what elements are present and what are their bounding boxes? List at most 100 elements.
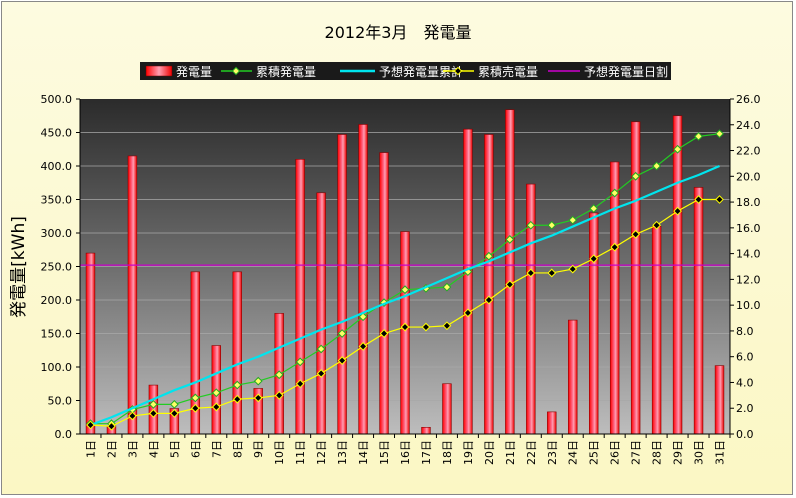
y2-tick-label: 2.0: [736, 402, 754, 415]
sold-cumulative-point: [589, 254, 599, 264]
sold-cumulative-point: [337, 356, 347, 365]
x-tick-label: 12日: [315, 440, 328, 465]
y-tick-label: 0.0: [55, 428, 73, 441]
sold-cumulative-point: [86, 420, 95, 430]
cumulative-point: [631, 171, 641, 181]
axes: 0.0 50.0 100.0 150.0 200.0 250.0 300.0 350.0 400…: [41, 93, 761, 465]
bar: [651, 226, 662, 435]
cumulative-point: [149, 399, 158, 409]
x-tick-label: 17日: [420, 440, 433, 465]
bar: [693, 187, 704, 435]
cumulative-point: [169, 399, 179, 409]
cumulative-point: [295, 357, 305, 367]
y2-tick-label: 8.0: [736, 325, 754, 338]
y2-tick-label: 10.0: [736, 299, 761, 312]
x-tick-label: 4日: [147, 440, 160, 458]
y-tick-label: 350.0: [41, 194, 73, 207]
sold-cumulative-point: [715, 195, 724, 204]
sold-cumulative-point: [128, 411, 137, 421]
legend-background: [140, 62, 671, 80]
cumulative-point: [568, 215, 578, 225]
bar: [505, 109, 515, 435]
legend-label-expected-cumulative: 予想発電量累計: [379, 64, 463, 79]
x-tick-label: 31日: [714, 440, 727, 465]
x-tick-label: 27日: [630, 440, 643, 465]
sold-cumulative-point: [484, 295, 494, 305]
cumulative-point: [589, 204, 599, 213]
bar: [127, 155, 138, 435]
sold-cumulative-point: [211, 402, 221, 412]
cumulative-point: [547, 220, 557, 230]
bar: [400, 231, 410, 435]
sold-cumulative-point: [169, 409, 179, 418]
x-tick-label: 5日: [168, 440, 181, 458]
y2-tick-label: 20.0: [736, 170, 761, 183]
sold-cumulative-point: [631, 229, 641, 239]
bar: [568, 319, 578, 435]
cumulative-point: [253, 376, 263, 386]
sold-cumulative-point: [149, 409, 158, 418]
bar: [589, 212, 599, 435]
sold-cumulative-point: [463, 308, 473, 318]
y-tick-label: 150.0: [41, 328, 73, 341]
chart-title: 2012年3月 発電量: [325, 23, 472, 42]
cumulative-point: [442, 282, 452, 292]
cumulative-point: [211, 388, 221, 398]
x-tick-label: 1日: [84, 440, 97, 458]
sold-cumulative-point: [316, 369, 326, 378]
sold-cumulative-point: [400, 322, 410, 332]
x-tick-label: 3日: [126, 440, 139, 458]
bar: [379, 152, 389, 435]
cumulative-point: [505, 235, 515, 244]
y2-tick-label: 6.0: [736, 351, 754, 364]
cumulative-point: [337, 329, 347, 338]
x-tick-label: 30日: [693, 440, 706, 465]
cumulative-point: [190, 393, 200, 403]
x-tick-label: 21日: [504, 440, 517, 465]
bar: [442, 383, 452, 435]
x-tick-label: 9日: [252, 440, 265, 458]
bar: [358, 124, 368, 435]
x-tick-label: 16日: [399, 440, 412, 465]
bar: [295, 159, 305, 435]
legend-swatch-daily: [145, 65, 173, 77]
y-axis-label: 発電量[kWh]: [9, 216, 29, 318]
x-tick-label: 13日: [336, 440, 349, 465]
sold-cumulative-point: [379, 329, 389, 338]
sold-cumulative-point: [526, 268, 536, 278]
y2-tick-label: 24.0: [736, 119, 761, 132]
sold-cumulative-point: [694, 195, 703, 204]
x-tick-label: 26日: [609, 440, 622, 465]
sold-cumulative-point: [568, 264, 578, 274]
lines: [80, 129, 730, 431]
bar: [232, 271, 242, 435]
y-tick-label: 450.0: [41, 127, 73, 140]
legend-label-sold-cumulative: 累積売電量: [478, 64, 538, 79]
bar: [672, 115, 683, 435]
cumulative-point: [358, 312, 368, 322]
sold-cumulative-point: [107, 421, 116, 431]
bar: [547, 411, 557, 435]
sold-cumulative-point: [232, 394, 242, 404]
sold-cumulative-point: [547, 268, 557, 278]
cumulative-point: [484, 251, 494, 261]
y2-tick-label: 0.0: [736, 428, 754, 441]
x-tick-label: 25日: [588, 440, 601, 465]
legend-label-daily: 発電量: [176, 65, 212, 79]
bar: [463, 128, 473, 435]
sold-cumulative-point: [505, 280, 515, 289]
y2-tick-label: 4.0: [736, 376, 754, 389]
cumulative-point: [652, 161, 661, 171]
x-tick-label: 24日: [567, 440, 580, 465]
sold-cumulative-point: [190, 403, 200, 413]
bar: [316, 192, 326, 435]
x-tick-label: 29日: [672, 440, 685, 465]
y-tick-label: 250.0: [41, 261, 73, 274]
cumulative-point: [715, 129, 724, 139]
x-tick-label: 19日: [462, 440, 475, 465]
legend-label-expected-daily: 予想発電量日割: [584, 64, 668, 79]
bar: [421, 426, 431, 435]
y2-tick-label: 14.0: [736, 248, 761, 261]
bar: [484, 134, 494, 435]
